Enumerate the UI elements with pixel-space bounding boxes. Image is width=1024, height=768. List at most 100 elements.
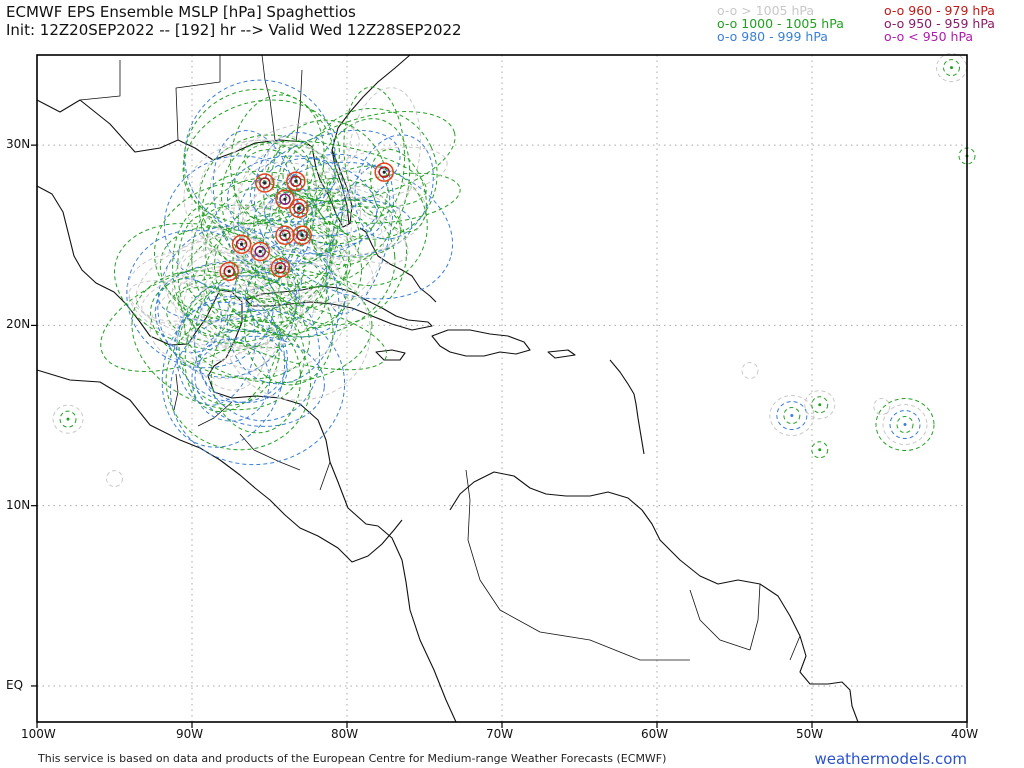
ensemble-contour [265, 135, 348, 267]
ensemble-contour [201, 170, 361, 277]
ensemble-contour [210, 319, 302, 434]
ensemble-contour [150, 274, 310, 380]
ensemble-contour [185, 220, 331, 313]
ensemble-contour [182, 99, 340, 225]
ensemble-contour [896, 416, 914, 434]
lon-label: 90W [176, 727, 204, 741]
ensemble-contour [159, 226, 300, 333]
ensemble-contour [243, 140, 427, 208]
ensemble-contour [811, 396, 829, 414]
jamaica [375, 349, 406, 361]
legend-lt950: o-o < 950 hPa [884, 29, 974, 44]
storm-center-dot [227, 269, 231, 273]
storm-center-dot [283, 233, 287, 237]
legend-980-999: o-o 980 - 999 hPa [717, 29, 828, 44]
storm-center-dot [263, 181, 267, 185]
ensemble-contour [811, 441, 829, 459]
storm-center-ring [275, 189, 295, 209]
storm-center-dot [903, 423, 907, 427]
mexico-gulf-coast [36, 185, 243, 377]
ensemble-contour [327, 172, 461, 224]
ensemble-contour [281, 198, 413, 257]
ensemble-contour [165, 313, 311, 451]
storm-center-inner [235, 238, 248, 251]
ensemble-contour [171, 223, 349, 372]
storm-center-ring [374, 162, 394, 182]
lat-label: 30N [6, 137, 31, 152]
coastlines [36, 54, 859, 723]
ensemble-contour [244, 276, 334, 386]
ensemble-contour [206, 297, 388, 371]
storm-center-inner [274, 261, 287, 274]
ensemble-contour [164, 235, 265, 323]
ensemble-contour [253, 190, 335, 265]
storm-center-inner [254, 245, 266, 258]
ensemble-contour [161, 295, 286, 448]
storm-center-ring [219, 261, 239, 282]
ensemble-contour [209, 120, 360, 207]
ensemble-contour [325, 164, 394, 315]
storm-center-dot [66, 417, 70, 421]
ensemble-contour [106, 470, 123, 488]
ensemble-contour [347, 87, 421, 221]
storm-center-dot [297, 206, 301, 210]
ensemble-contour [157, 225, 298, 378]
ensemble-contour [230, 94, 325, 226]
storm-center-dot [950, 66, 953, 70]
south-america-coast [377, 471, 859, 723]
ensemble-contour [158, 259, 302, 322]
lat-label: 20N [6, 317, 31, 332]
ensemble-contour [126, 229, 275, 369]
ensemble-contour [244, 260, 346, 338]
ensemble-contour [889, 410, 921, 440]
storm-center-dot [790, 414, 794, 418]
storm-center-inner [378, 166, 390, 178]
central-america-pacific-coast [36, 369, 403, 563]
lon-label: 40W [951, 727, 979, 741]
data-credit: This service is based on data and produc… [38, 752, 667, 765]
ensemble-contour [191, 338, 271, 422]
ensemble-contour [278, 229, 348, 329]
ensemble-contour [310, 165, 428, 287]
ensemble-contour [223, 262, 371, 401]
ensemble-contour [271, 119, 389, 245]
ensemble-contour [249, 129, 401, 223]
storm-center-inner [293, 202, 305, 214]
legend-960-979: o-o 960 - 979 hPa [884, 3, 995, 18]
legend-gt1005: o-o > 1005 hPa [717, 3, 815, 18]
lon-label: 50W [796, 727, 824, 741]
ensemble-contour [198, 134, 344, 275]
ensemble-contour [282, 111, 456, 202]
storm-center-dot [818, 403, 822, 407]
ensemble-contour [343, 86, 406, 218]
storm-center-inner [279, 229, 291, 242]
storm-center-ring [275, 225, 295, 246]
storm-center-dot [278, 266, 282, 270]
lesser-antilles [609, 359, 645, 455]
ensemble-contour [238, 161, 346, 252]
lon-label: 80W [331, 727, 359, 741]
ensemble-contour [264, 187, 378, 237]
storm-center-ring [255, 173, 275, 193]
ensemble-contour [783, 407, 801, 425]
storm-center-inner [279, 193, 291, 205]
chart-subtitle: Init: 12Z20SEP2022 -- [192] hr --> Valid… [6, 21, 462, 39]
legend-1000-1005: o-o 1000 - 1005 hPa [717, 16, 844, 31]
ensemble-contour [882, 404, 928, 446]
storm-center-dot [294, 179, 298, 183]
us-gulf-coast [36, 54, 411, 228]
ensemble-contour [199, 329, 288, 404]
bahamas [359, 227, 437, 303]
storm-center-dot [300, 233, 304, 237]
ensemble-contour [311, 185, 402, 262]
ensemble-contour [305, 118, 411, 266]
website-link[interactable]: weathermodels.com [814, 750, 967, 768]
axis-ticks [31, 144, 968, 728]
chart-title: ECMWF EPS Ensemble MSLP [hPa] Spaghettio… [6, 3, 356, 21]
ensemble-contour [769, 395, 815, 437]
storm-center-ring [231, 234, 252, 255]
storm-center-ring [289, 198, 309, 218]
ensemble-contour [154, 278, 223, 354]
puerto-rico [547, 349, 576, 359]
